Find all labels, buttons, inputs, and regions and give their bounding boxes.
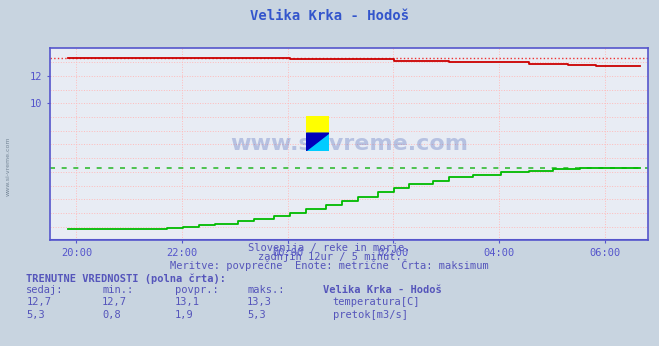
Text: 13,3: 13,3: [247, 297, 272, 307]
Text: povpr.:: povpr.:: [175, 285, 218, 295]
Text: pretok[m3/s]: pretok[m3/s]: [333, 310, 408, 320]
Text: 0,8: 0,8: [102, 310, 121, 320]
Text: www.si-vreme.com: www.si-vreme.com: [5, 136, 11, 196]
Text: min.:: min.:: [102, 285, 133, 295]
Text: Velika Krka - Hodoš: Velika Krka - Hodoš: [250, 9, 409, 22]
Text: sedaj:: sedaj:: [26, 285, 64, 295]
Text: 12,7: 12,7: [26, 297, 51, 307]
Text: Meritve: povprečne  Enote: metrične  Črta: maksimum: Meritve: povprečne Enote: metrične Črta:…: [170, 259, 489, 271]
Text: zadnjih 12ur / 5 minut.: zadnjih 12ur / 5 minut.: [258, 252, 401, 262]
Text: 1,9: 1,9: [175, 310, 193, 320]
Text: 5,3: 5,3: [247, 310, 266, 320]
Text: www.si-vreme.com: www.si-vreme.com: [230, 135, 469, 154]
Text: temperatura[C]: temperatura[C]: [333, 297, 420, 307]
Text: TRENUTNE VREDNOSTI (polna črta):: TRENUTNE VREDNOSTI (polna črta):: [26, 273, 226, 284]
Bar: [306, 116, 329, 133]
Text: 13,1: 13,1: [175, 297, 200, 307]
Text: Velika Krka - Hodoš: Velika Krka - Hodoš: [323, 285, 442, 295]
Text: 12,7: 12,7: [102, 297, 127, 307]
Bar: [306, 133, 329, 151]
Text: maks.:: maks.:: [247, 285, 285, 295]
Text: Slovenija / reke in morje.: Slovenija / reke in morje.: [248, 243, 411, 253]
Text: 5,3: 5,3: [26, 310, 45, 320]
Polygon shape: [306, 133, 329, 151]
